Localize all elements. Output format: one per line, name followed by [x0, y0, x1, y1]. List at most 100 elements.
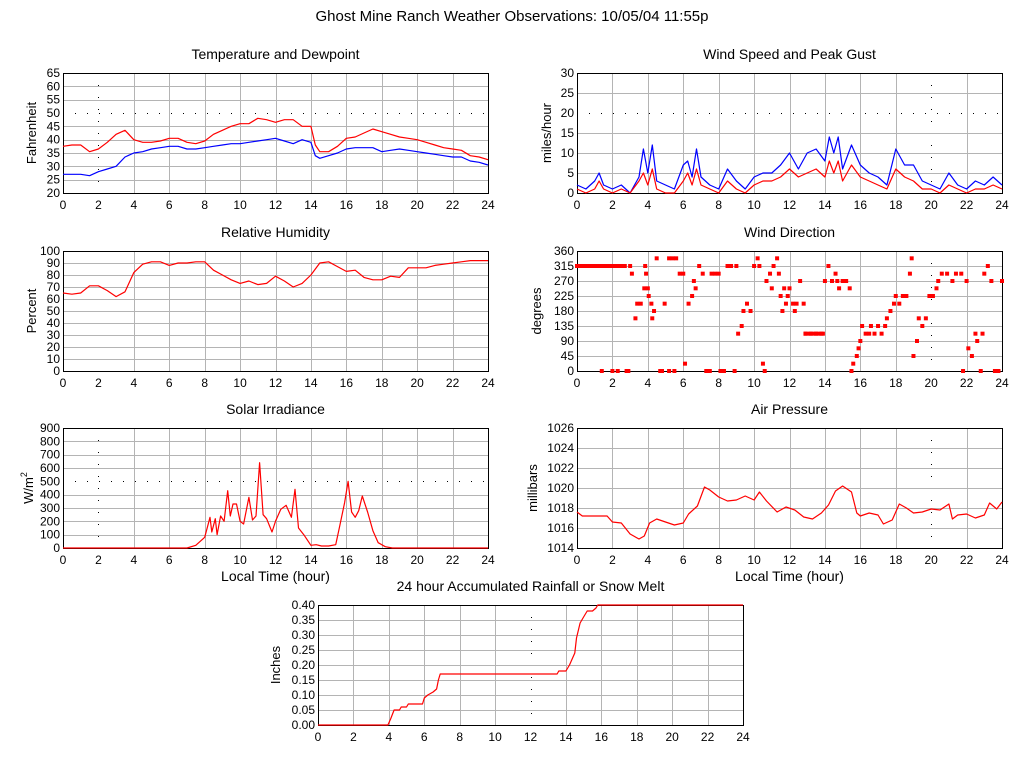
y-tick-label: 25 — [561, 86, 575, 100]
data-point — [888, 309, 893, 313]
data-point — [615, 369, 620, 373]
y-tick-label: 60 — [47, 292, 61, 306]
y-tick-label: 180 — [554, 304, 574, 318]
x-tick-label: 10 — [747, 198, 761, 212]
x-tick-label: 6 — [680, 198, 687, 212]
y-tick-label: 60 — [47, 79, 61, 93]
data-point — [662, 301, 667, 306]
y-tick-label: 10 — [47, 352, 61, 366]
data-point — [697, 264, 702, 268]
x-tick-label: 20 — [410, 198, 424, 212]
x-tick-label: 2 — [95, 553, 102, 567]
data-point — [920, 324, 925, 328]
y-tick-label: 65 — [47, 66, 61, 80]
x-tick-label: 24 — [995, 198, 1009, 212]
data-point — [642, 286, 647, 291]
x-tick-label: 14 — [818, 198, 832, 212]
data-point — [985, 264, 990, 268]
x-tick-label: 2 — [609, 198, 616, 212]
data-point — [992, 369, 997, 373]
data-point — [729, 264, 734, 268]
x-tick-label: 6 — [166, 553, 173, 567]
data-point — [1000, 279, 1004, 283]
x-tick-label: 24 — [995, 376, 1009, 390]
x-tick-label: 22 — [701, 730, 715, 744]
data-point — [858, 339, 863, 343]
data-point — [791, 301, 796, 306]
plot-frame — [63, 251, 489, 372]
x-tick-label: 16 — [854, 553, 868, 567]
data-point — [966, 346, 971, 351]
y-axis-label: Fahrenheit — [24, 102, 39, 165]
y-tick-label: 70 — [47, 280, 61, 294]
y-tick-label: 225 — [554, 289, 574, 303]
data-point — [891, 301, 896, 306]
data-point — [716, 271, 721, 276]
x-tick-label: 16 — [854, 376, 868, 390]
data-point — [748, 309, 753, 313]
data-point-run — [577, 264, 625, 268]
x-tick-label: 10 — [488, 730, 502, 744]
data-point — [961, 369, 966, 373]
data-point — [833, 271, 838, 276]
data-point — [973, 331, 978, 336]
data-point — [713, 271, 718, 276]
y-tick-label: 100 — [40, 244, 60, 258]
data-point — [930, 294, 935, 298]
x-tick-label: 14 — [818, 553, 832, 567]
data-point — [785, 294, 790, 298]
x-tick-label: 16 — [340, 553, 354, 567]
data-point — [700, 271, 705, 276]
data-point — [654, 256, 659, 261]
data-point — [649, 301, 654, 306]
data-point — [691, 279, 696, 283]
x-tick-label: 18 — [375, 376, 389, 390]
data-point — [950, 279, 955, 283]
y-tick-label: 0.35 — [292, 613, 316, 627]
page-title: Ghost Mine Ranch Weather Observations: 1… — [315, 8, 709, 25]
y-tick-label: 90 — [47, 256, 61, 270]
series-line-peak-gust — [576, 136, 1003, 194]
chart-title: Relative Humidity — [221, 224, 330, 240]
data-point — [782, 286, 787, 291]
data-point — [635, 301, 640, 306]
data-point — [626, 369, 631, 373]
data-point — [907, 271, 912, 276]
data-point — [982, 271, 987, 276]
y-tick-label: 15 — [561, 126, 575, 140]
y-tick-label: 0 — [567, 364, 574, 378]
x-tick-label: 0 — [574, 553, 581, 567]
x-tick-label: 6 — [166, 198, 173, 212]
y-tick-label: 1018 — [547, 501, 574, 515]
data-point — [736, 331, 741, 336]
y-tick-label: 1016 — [547, 521, 574, 535]
x-tick-label: 14 — [304, 376, 318, 390]
x-tick-label: 22 — [446, 553, 460, 567]
data-point — [911, 354, 916, 358]
y-tick-label: 0.25 — [292, 643, 316, 657]
data-point — [771, 264, 776, 268]
data-point — [643, 264, 648, 268]
y-tick-label: 800 — [40, 434, 60, 448]
x-tick-label: 6 — [680, 376, 687, 390]
data-point — [916, 316, 921, 321]
chart-title: Air Pressure — [751, 401, 828, 417]
data-point — [633, 316, 638, 321]
data-point — [867, 331, 872, 336]
data-point — [707, 369, 712, 373]
x-tick-label: 10 — [747, 553, 761, 567]
data-point — [683, 361, 688, 366]
y-tick-label: 0.10 — [292, 688, 316, 702]
x-axis-label: Local Time (hour) — [221, 568, 330, 584]
y-tick-label: 30 — [47, 159, 61, 173]
y-tick-label: 315 — [554, 259, 574, 273]
x-tick-label: 24 — [481, 376, 495, 390]
data-point — [872, 331, 877, 336]
data-point — [927, 294, 932, 298]
chart-title: 24 hour Accumulated Rainfall or Snow Mel… — [397, 578, 665, 594]
data-point — [690, 294, 695, 298]
